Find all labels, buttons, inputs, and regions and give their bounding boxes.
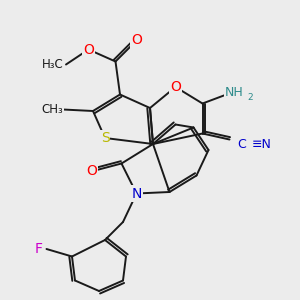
Text: C: C bbox=[237, 137, 246, 151]
Text: H₃C: H₃C bbox=[42, 58, 63, 71]
Text: NH: NH bbox=[225, 86, 243, 100]
Text: N: N bbox=[131, 187, 142, 200]
Text: 2: 2 bbox=[248, 93, 253, 102]
Text: O: O bbox=[131, 34, 142, 47]
Text: O: O bbox=[86, 164, 97, 178]
Text: ≡N: ≡N bbox=[252, 137, 272, 151]
Text: F: F bbox=[35, 242, 43, 256]
Text: O: O bbox=[170, 80, 181, 94]
Text: S: S bbox=[100, 131, 109, 145]
Text: O: O bbox=[83, 43, 94, 56]
Text: CH₃: CH₃ bbox=[42, 103, 63, 116]
